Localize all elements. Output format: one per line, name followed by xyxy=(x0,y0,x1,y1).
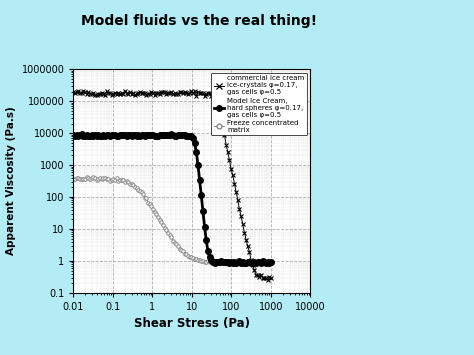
Y-axis label: Apparent Viscosity (Pa.s): Apparent Viscosity (Pa.s) xyxy=(6,106,16,256)
Legend: commercial ice cream
ice-crystals φ=0.17,
gas cells φ=0.5, Model Ice Cream,
hard: commercial ice cream ice-crystals φ=0.17… xyxy=(211,73,307,135)
Text: Model fluids vs the real thing!: Model fluids vs the real thing! xyxy=(81,14,317,28)
X-axis label: Shear Stress (Pa): Shear Stress (Pa) xyxy=(134,317,250,331)
